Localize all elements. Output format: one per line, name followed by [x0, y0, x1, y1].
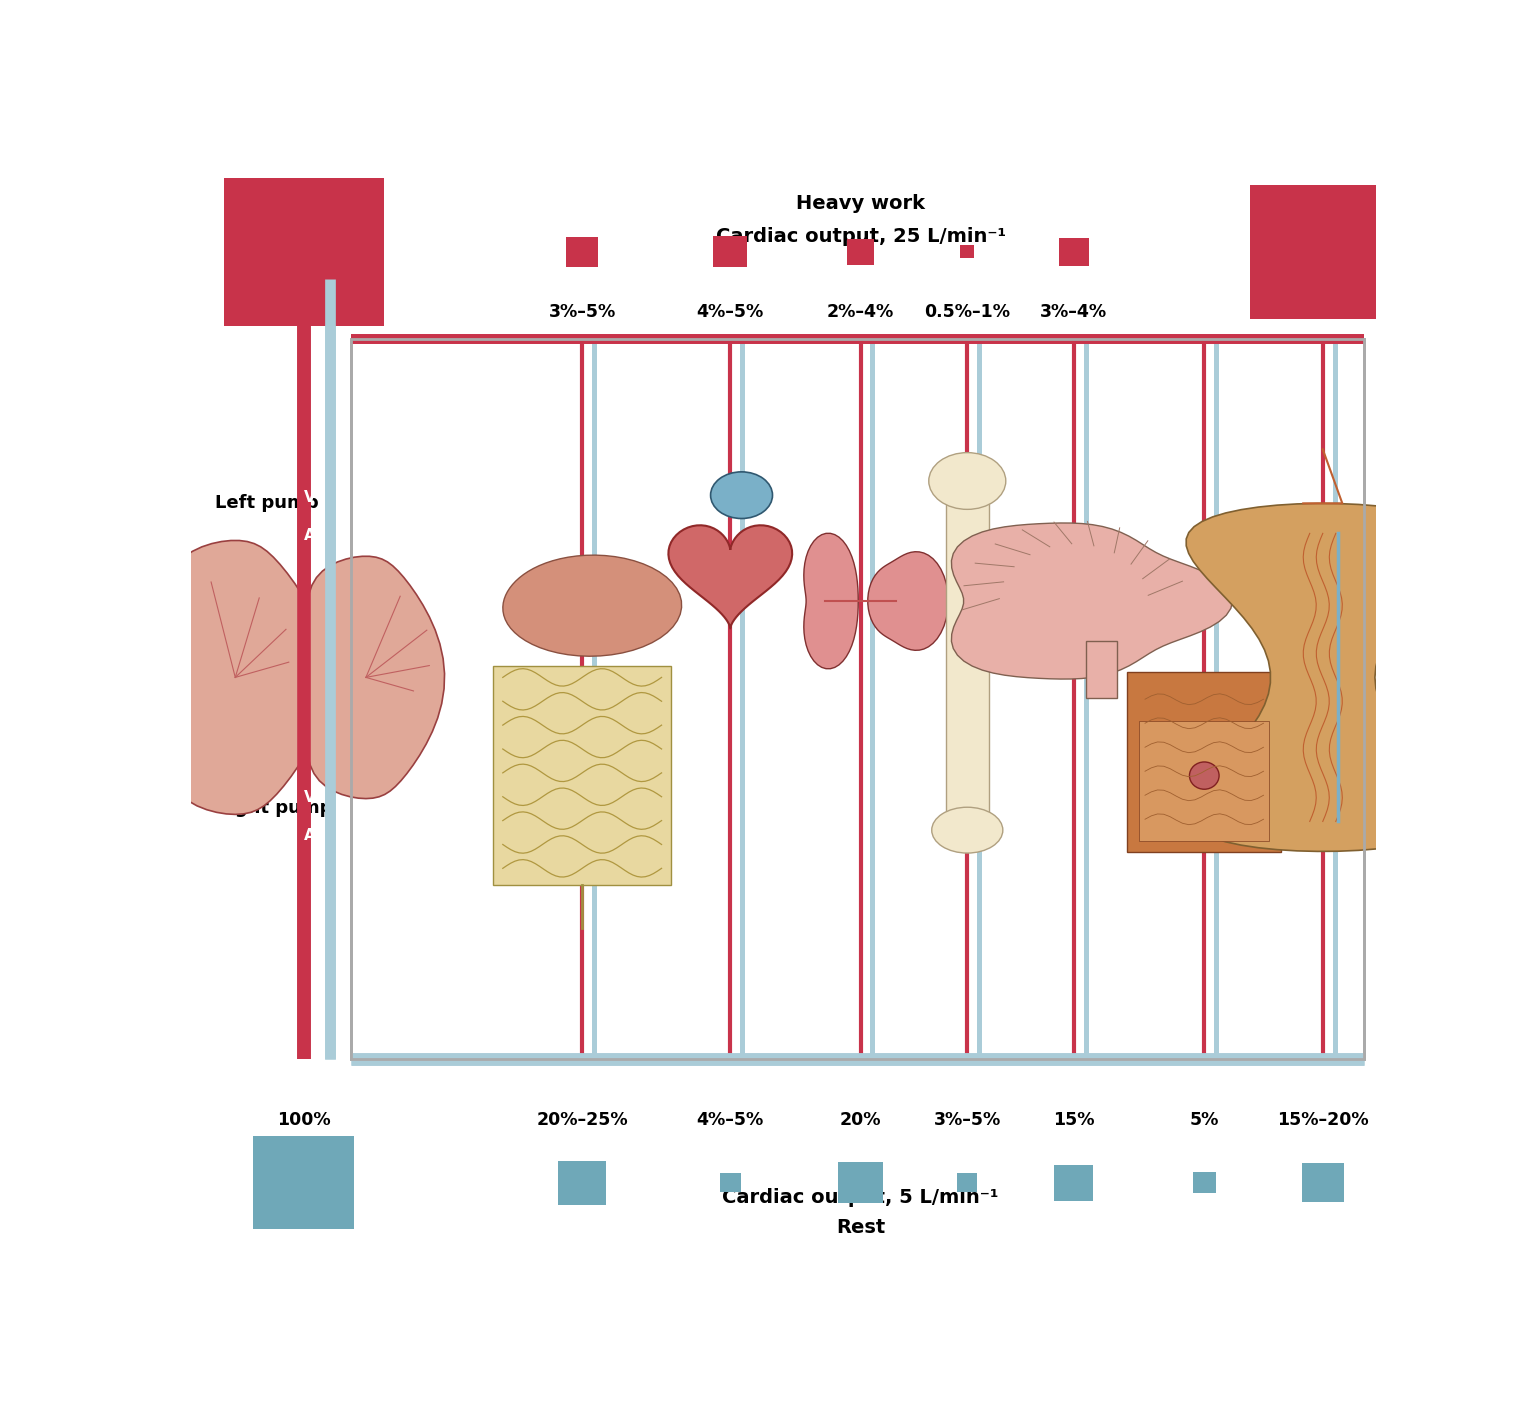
Text: V: V: [304, 490, 315, 504]
Text: V: V: [304, 789, 315, 805]
Bar: [558, 1161, 605, 1204]
Ellipse shape: [931, 808, 1003, 853]
Bar: [720, 1173, 742, 1193]
Text: Right pump: Right pump: [214, 799, 332, 818]
Bar: [838, 1162, 884, 1203]
Text: 4%–5%: 4%–5%: [697, 303, 764, 320]
Text: 3%–4%: 3%–4%: [1040, 303, 1107, 320]
Polygon shape: [668, 526, 792, 628]
Bar: [1193, 1172, 1216, 1193]
Ellipse shape: [928, 452, 1006, 509]
Bar: [494, 666, 671, 884]
Bar: [223, 179, 384, 326]
Bar: [1301, 1163, 1344, 1202]
Bar: [946, 492, 989, 819]
Text: A: A: [304, 828, 315, 843]
Polygon shape: [868, 551, 948, 650]
Text: Left pump: Left pump: [214, 493, 318, 512]
Bar: [960, 245, 974, 258]
Text: A: A: [304, 529, 315, 543]
Ellipse shape: [711, 472, 772, 519]
Polygon shape: [503, 555, 682, 656]
Text: Heavy work: Heavy work: [797, 194, 925, 213]
Text: 4%–5%: 4%–5%: [697, 1111, 764, 1128]
Bar: [352, 339, 1364, 1060]
Text: 5%: 5%: [1190, 1111, 1219, 1128]
Bar: [1139, 721, 1269, 842]
Bar: [352, 339, 1364, 1060]
Text: 15%: 15%: [1053, 1111, 1095, 1128]
Text: Rest: Rest: [836, 1219, 885, 1237]
Text: 100%: 100%: [277, 303, 330, 320]
Bar: [957, 1173, 977, 1192]
Bar: [1127, 672, 1281, 852]
Text: 2%–4%: 2%–4%: [827, 303, 894, 320]
Text: 3%–5%: 3%–5%: [934, 1111, 1001, 1128]
Text: V: V: [304, 789, 315, 805]
Polygon shape: [804, 533, 858, 669]
Bar: [566, 237, 598, 266]
Text: 20%: 20%: [839, 1111, 881, 1128]
Bar: [254, 1136, 355, 1229]
Text: Cardiac output, 5 L/min⁻¹: Cardiac output, 5 L/min⁻¹: [722, 1187, 998, 1207]
Polygon shape: [951, 523, 1232, 679]
Bar: [1087, 640, 1118, 699]
Bar: [714, 237, 748, 268]
Text: 20%–25%: 20%–25%: [537, 1111, 628, 1128]
Bar: [1060, 238, 1089, 265]
Text: 0.5%–1%: 0.5%–1%: [925, 303, 1011, 320]
Text: 100%: 100%: [277, 1111, 330, 1128]
Text: A: A: [304, 529, 315, 543]
Polygon shape: [306, 557, 445, 799]
Polygon shape: [1187, 503, 1460, 852]
Bar: [1055, 1165, 1093, 1200]
Bar: [1251, 186, 1396, 319]
Text: 80%–85%: 80%–85%: [1277, 303, 1368, 320]
Text: A: A: [304, 828, 315, 843]
Text: Cardiac output, 25 L/min⁻¹: Cardiac output, 25 L/min⁻¹: [716, 227, 1006, 245]
Text: 15%–20%: 15%–20%: [1277, 1111, 1368, 1128]
Polygon shape: [165, 540, 329, 815]
Bar: [847, 239, 875, 265]
Text: V: V: [304, 490, 315, 504]
Text: 3%–5%: 3%–5%: [549, 303, 616, 320]
Ellipse shape: [1190, 762, 1219, 789]
